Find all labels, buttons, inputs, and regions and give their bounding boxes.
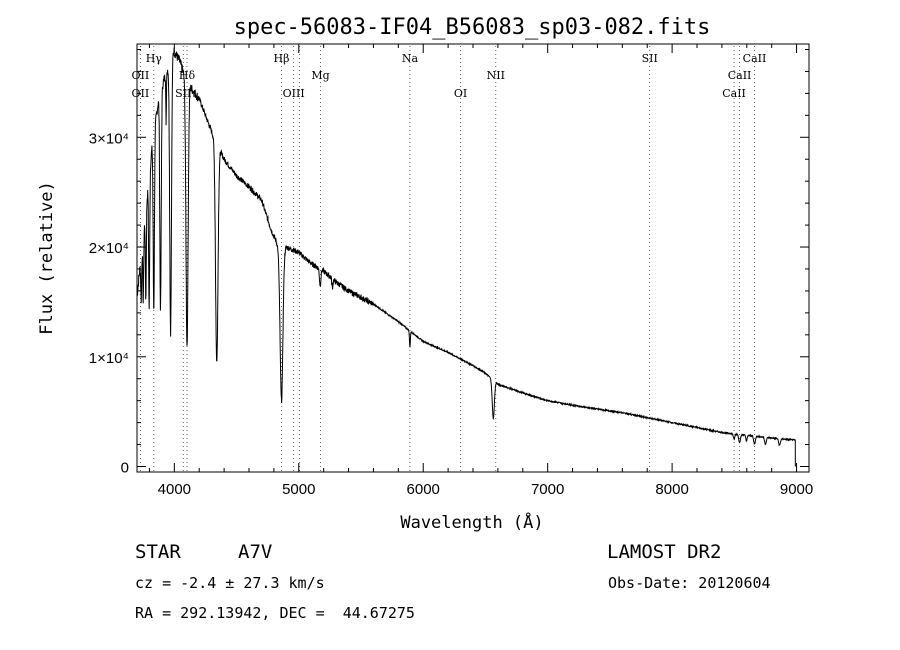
object-class: STAR bbox=[135, 541, 181, 563]
redshift-readout: cz = -2.4 ± 27.3 km/s bbox=[135, 574, 325, 592]
line-marker-label: Na bbox=[402, 52, 419, 65]
line-marker-label: OIII bbox=[283, 87, 305, 100]
line-marker-label: Hγ bbox=[146, 52, 163, 65]
plot-frame bbox=[136, 43, 810, 473]
survey-name: LAMOST DR2 bbox=[607, 541, 722, 563]
y-tick-label: 1×10⁴ bbox=[89, 350, 129, 367]
line-marker-label: Hδ bbox=[179, 69, 196, 82]
line-marker-label: CaII bbox=[743, 52, 767, 65]
x-tick-label: 4000 bbox=[158, 481, 191, 498]
spectrum-series-line bbox=[136, 47, 796, 467]
x-axis-label: Wavelength (Å) bbox=[400, 511, 543, 533]
coordinates: RA = 292.13942, DEC = 44.67275 bbox=[135, 604, 415, 622]
line-marker-label: SII bbox=[642, 52, 658, 65]
object-subclass: A7V bbox=[238, 541, 273, 563]
line-marker-label: Hβ bbox=[274, 52, 290, 65]
x-tick-label: 8000 bbox=[655, 481, 688, 498]
axis-ticks: 4000 5000 6000 7000 8000 9000 0 1×10⁴ 2×10⁴ 3×10⁴ bbox=[89, 44, 813, 498]
y-tick-label: 0 bbox=[121, 460, 129, 477]
chart-title: spec-56083-IF04_B56083_sp03-082.fits bbox=[234, 15, 711, 40]
x-tick-label: 6000 bbox=[407, 481, 440, 498]
line-marker-label: CaII bbox=[728, 69, 752, 82]
x-tick-label: 5000 bbox=[282, 481, 315, 498]
y-tick-label: 3×10⁴ bbox=[89, 130, 129, 147]
line-marker-label: OI bbox=[454, 87, 467, 100]
obs-date: Obs-Date: 20120604 bbox=[608, 574, 771, 592]
x-tick-label: 7000 bbox=[531, 481, 564, 498]
line-marker-label: SII bbox=[175, 87, 191, 100]
y-axis-label: Flux (relative) bbox=[37, 181, 57, 335]
y-tick-label: 2×10⁴ bbox=[89, 240, 129, 257]
x-tick-label: 9000 bbox=[780, 481, 813, 498]
line-marker-label: Mg bbox=[311, 69, 329, 82]
line-marker-label: CaII bbox=[722, 87, 746, 100]
line-marker-label: NII bbox=[487, 69, 505, 82]
line-markers: OIIOIIHγSIIHδHβOIIIMgNaOINIISIICaIICaIIC… bbox=[132, 46, 767, 472]
line-marker-label: OII bbox=[132, 69, 150, 82]
